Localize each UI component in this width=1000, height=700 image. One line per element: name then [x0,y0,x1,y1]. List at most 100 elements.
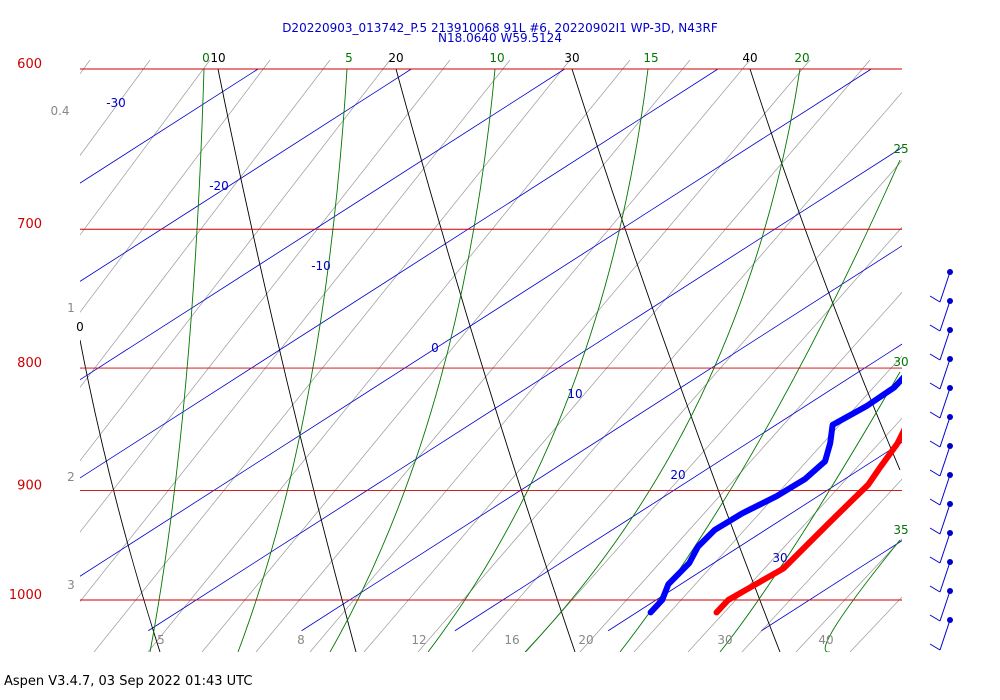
isotherm-label: 10 [567,387,582,401]
isobar-label: 900 [17,478,42,493]
wind-barb-dot [947,443,953,449]
mixing-ratio-line [93,60,571,652]
wind-barb-flag [929,411,941,419]
mixing-ratio-line [80,60,391,462]
mixing-ratio-line [579,291,902,652]
wind-barbs [929,269,953,651]
moist-adiabat-label: 35 [893,523,908,537]
isotherm-line [148,147,902,632]
moist-adiabat-line [329,68,496,652]
moist-adiabat-line [237,68,348,652]
mixing-ratio-line [958,60,1000,652]
isotherm-line [80,68,259,184]
wind-barb-flag [929,440,941,448]
moist-adiabat-label: 30 [893,355,908,369]
wind-barb-staff [939,590,951,622]
moist-adiabat-line [427,68,649,652]
isotherm-line [607,441,902,632]
mixing-ratio-line [80,60,331,389]
mixing-ratio-label: 30 [717,633,732,647]
isotherm-line [80,68,565,381]
moist-adiabat-line [619,159,901,652]
wind-barb-staff [939,300,951,332]
wind-barb-flag [929,614,941,622]
wind-barb-flag [929,295,941,303]
moist-adiabat-label: 15 [643,51,658,65]
moist-adiabat-line [149,68,205,652]
wind-barb-staff [939,416,951,448]
mixing-ratio-label: 0.4 [50,104,69,118]
dry-adiabat-label: 10 [210,51,225,65]
wind-barb-staff [939,271,951,303]
mixing-ratio-label: 1 [67,301,75,315]
isotherm-line [454,343,902,632]
profiles [647,374,902,616]
dry-adiabat-label: 30 [564,51,579,65]
isobar-label: 700 [17,217,42,232]
mixing-ratio-label: 20 [578,633,593,647]
dry-adiabat-label: 0 [76,320,84,334]
mixing-ratio-line [80,60,511,603]
wind-barb-dot [947,414,953,420]
wind-barb-flag [929,643,941,651]
mixing-ratio-line [849,596,902,652]
wind-barb-dot [947,472,953,478]
mixing-ratio-label: 40 [818,633,833,647]
mixing-ratio-label: 16 [504,633,519,647]
mixing-ratio-label: 5 [157,633,165,647]
temperature-profile [713,427,902,616]
isobar-label: 800 [17,356,42,371]
moist-adiabat-line [824,539,901,652]
mixing-ratio-line [795,538,902,652]
mixing-ratio-label: 8 [297,633,305,647]
mixing-ratio-line [80,60,451,533]
wind-barb-flag [929,527,941,535]
dry-adiabat-line [571,68,781,652]
wind-barb-staff [939,503,951,535]
grid-lines [80,60,1000,652]
mixing-ratio-line [80,60,91,75]
mixing-ratio-line [525,226,902,652]
chart-subtitle: N18.0640 W59.5124 [438,31,562,45]
mixing-ratio-label: 12 [411,633,426,647]
wind-barb-dot [947,617,953,623]
wind-barb-staff [939,358,951,390]
isotherm-label: 30 [772,551,787,565]
mixing-ratio-line [309,60,811,652]
mixing-ratio-line [363,60,871,652]
moist-adiabat-line [719,371,901,652]
mixing-ratio-line [201,60,691,652]
wind-barb-flag [929,324,941,332]
wind-barb-flag [929,556,941,564]
dry-adiabat-label: 20 [388,51,403,65]
wind-barb-dot [947,559,953,565]
mixing-ratio-line [741,478,902,652]
wind-barb-dot [947,298,953,304]
wind-barb-staff [939,619,951,651]
wind-barb-staff [939,474,951,506]
wind-barb-flag [929,382,941,390]
wind-barb-dot [947,269,953,275]
isotherm-label: -20 [209,179,229,193]
isotherm-line [80,68,872,577]
wind-barb-flag [929,469,941,477]
mixing-ratio-line [633,355,902,652]
isotherm-line [915,69,1000,631]
isobar-lines [80,68,902,601]
wind-barb-staff [939,387,951,419]
moist-adiabat-label: 20 [794,51,809,65]
mixing-ratio-line [147,60,631,652]
isotherm-label: 20 [670,468,685,482]
mixing-ratio-line [255,60,751,652]
footer-text: Aspen V3.4.7, 03 Sep 2022 01:43 UTC [4,674,253,689]
mixing-ratio-line [687,417,902,652]
wind-barb-flag [929,353,941,361]
wind-barb-flag [929,585,941,593]
dry-adiabat-line [80,339,161,652]
wind-barb-staff [939,445,951,477]
wind-barb-staff [939,561,951,593]
moist-adiabat-label: 25 [893,142,908,156]
isotherm-line [761,540,902,632]
wind-barb-staff [939,329,951,361]
